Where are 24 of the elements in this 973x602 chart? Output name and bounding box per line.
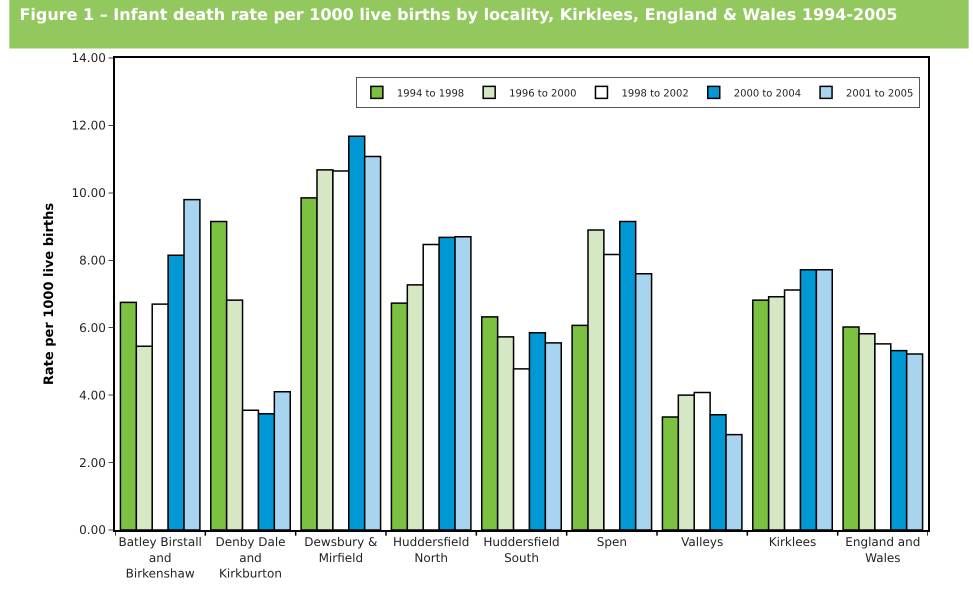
- x-tick-label: Valleys: [681, 535, 724, 550]
- x-tick-label: Huddersfield North: [393, 535, 470, 565]
- y-tick-label: 2.00: [79, 456, 106, 470]
- x-tick-label: Batley Birstall and Birkenshaw: [118, 535, 202, 580]
- y-tick-label: 10.00: [71, 186, 106, 200]
- legend-label: 1998 to 2002: [621, 88, 689, 100]
- y-tick-label: 12.00: [71, 118, 106, 133]
- y-axis-title: Rate per 1000 live births: [42, 202, 57, 386]
- x-tick-label: Denby Dale and Kirkburton: [215, 535, 286, 580]
- x-tick-label: Spen: [596, 535, 627, 550]
- x-tick-label: Dewsbury & Mirfield: [304, 535, 378, 565]
- x-tick-label: England and Wales: [845, 535, 920, 565]
- y-tick-label: 4.00: [79, 388, 106, 402]
- x-tick-label: Huddersfield South: [483, 535, 560, 565]
- x-tick-label: Kirklees: [768, 535, 816, 550]
- legend-label: 1996 to 2000: [509, 88, 576, 100]
- legend-label: 1994 to 1998: [396, 88, 464, 100]
- y-tick-label: 14.00: [71, 51, 106, 66]
- y-tick-label: 0.00: [79, 523, 106, 538]
- y-tick-label: 6.00: [79, 320, 106, 335]
- legend-label: 2001 to 2005: [846, 88, 914, 100]
- chart-title: Figure 1 – Infant death rate per 1000 live births by locality, Kirklees, England & Wales 1994-2005: [19, 5, 898, 24]
- legend-label: 2000 to 2004: [734, 88, 802, 100]
- y-tick-label: 8.00: [79, 253, 106, 268]
